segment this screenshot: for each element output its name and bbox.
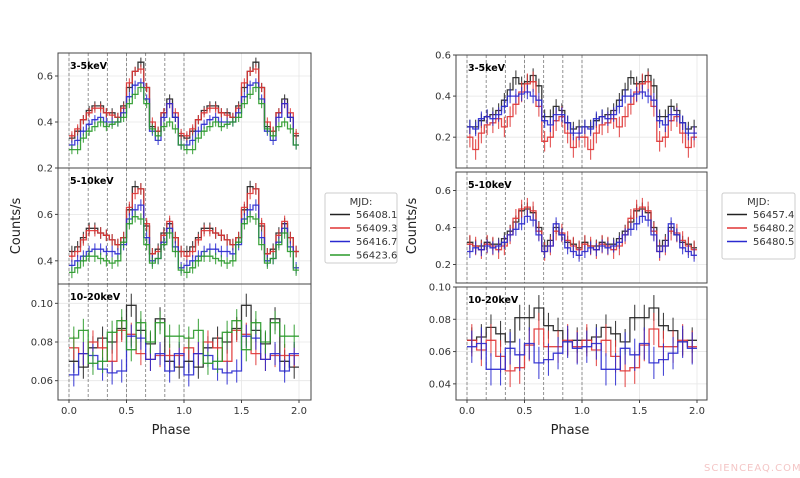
y-tick-label: 0.08	[31, 338, 53, 349]
series-56480.5	[467, 209, 697, 262]
y-tick-label: 0.04	[429, 379, 451, 390]
y-tick-label: 0.4	[37, 118, 53, 129]
y-tick-label: 0.06	[31, 376, 53, 387]
step-line	[69, 68, 299, 137]
step-line	[467, 215, 697, 256]
series-56480.5	[467, 84, 697, 141]
legend-title: MJD:	[747, 197, 770, 208]
legend-entry: 56480.5	[753, 237, 794, 248]
panel-energy-label: 3-5keV	[70, 61, 108, 72]
x-axis-label: Phase	[551, 423, 590, 438]
x-tick-label: 2.0	[291, 406, 307, 417]
series-56423.6	[69, 210, 299, 279]
panel-energy-label: 5-10keV	[70, 176, 114, 187]
x-tick-label: 0.0	[459, 406, 475, 417]
legend-box	[721, 192, 796, 260]
x-axis-label: Phase	[152, 423, 191, 438]
step-line	[69, 216, 299, 274]
x-tick-label: 2.0	[689, 406, 705, 417]
panel-5-10keV: 0.2 0.4 0.6 5-10keV	[435, 171, 708, 284]
legend-entry: 56423.6	[356, 251, 397, 262]
x-tick-label: 1.5	[234, 406, 250, 417]
panel-energy-label: 10-20keV	[468, 295, 519, 306]
legend-entry: 56416.7	[356, 237, 397, 248]
x-tick-label: 1.5	[632, 406, 648, 417]
legend-entry: 56408.1	[356, 210, 397, 221]
panel-10-20keV: 0.06 0.08 0.10 10-20keV 0.0 0.5 1.0 1.5 2.0	[31, 283, 312, 417]
y-tick-label: 0.2	[435, 133, 451, 144]
y-tick-label: 0.2	[435, 260, 451, 271]
panel-energy-label: 5-10keV	[468, 180, 512, 191]
legend-entry: 56409.3	[356, 224, 397, 235]
x-tick-label: 1.0	[176, 406, 192, 417]
y-tick-label: 0.4	[435, 223, 451, 234]
panel-5-10keV: 0.4 0.6 5-10keV	[37, 167, 312, 285]
legend: MJD: 56457.4 56480.2 56480.5	[721, 192, 796, 260]
series-56480.5	[467, 325, 697, 386]
y-axis-label: Counts/s	[405, 198, 420, 255]
subfigure-1: 0.2 0.4 0.6 3-5keV 0.4 0.6 5-10keV 0.06 0.08 0.10…	[9, 52, 398, 438]
y-axis-label: Counts/s	[9, 198, 24, 255]
subfigure-2: 0.20.40.63-5keV0.20.40.65-10keV0.040.060…	[405, 51, 796, 438]
legend-entry: 56457.4	[753, 210, 794, 221]
step-line	[467, 81, 697, 151]
panel-3-5keV: 0.2 0.4 0.6 3-5keV	[435, 51, 708, 169]
panel-frame	[455, 54, 708, 169]
step-line	[69, 188, 299, 257]
x-tick-label: 1.0	[574, 406, 590, 417]
y-tick-label: 0.4	[37, 256, 53, 267]
y-tick-label: 0.06	[429, 347, 451, 358]
watermark: SCIENCEAQ.COM	[704, 463, 800, 474]
y-tick-label: 0.08	[429, 315, 451, 326]
step-line	[467, 91, 697, 134]
panel-energy-label: 10-20keV	[70, 292, 121, 303]
series-56423.6	[69, 82, 299, 155]
y-tick-label: 0.10	[31, 299, 53, 310]
y-tick-label: 0.6	[37, 72, 53, 83]
legend-title: MJD:	[350, 197, 373, 208]
legend-entry: 56480.2	[753, 224, 794, 235]
x-tick-label: 0.5	[119, 406, 135, 417]
panel-3-5keV: 0.2 0.4 0.6 3-5keV	[37, 52, 312, 175]
step-line	[69, 86, 299, 151]
y-tick-label: 0.2	[37, 164, 53, 175]
x-tick-label: 0.5	[517, 406, 533, 417]
y-tick-label: 0.6	[37, 210, 53, 221]
panel-energy-label: 3-5keV	[468, 63, 506, 74]
y-tick-label: 0.4	[435, 92, 451, 103]
legend-box	[324, 192, 398, 264]
legend: MJD: 56408.1 56409.3 56416.7 56423.6	[324, 192, 398, 264]
x-tick-label: 0.0	[61, 406, 77, 417]
panel-10-20keV: 0.04 0.06 0.08 0.10 10-20keV 0.0 0.5 1.0 1.5 2.0	[429, 283, 708, 417]
y-tick-label: 0.10	[429, 283, 451, 294]
series-56423.6	[69, 309, 299, 375]
y-tick-label: 0.6	[435, 186, 451, 197]
y-tick-label: 0.6	[435, 51, 451, 62]
